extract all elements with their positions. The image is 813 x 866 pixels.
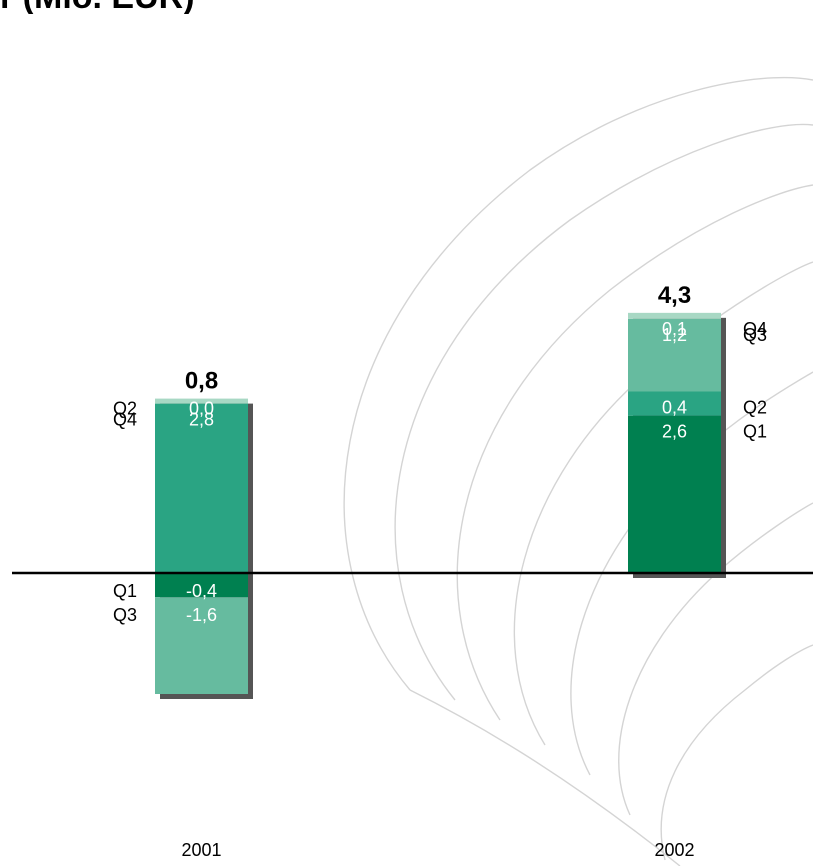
value-label-2002-Q4: 0,1	[662, 319, 687, 339]
category-label-2002: 2002	[654, 840, 694, 860]
total-label-2001: 0,8	[185, 368, 218, 395]
bar-segment-2002-Q3	[628, 318, 721, 392]
bar-segment-2002-Q1	[628, 415, 721, 573]
quarter-label-2001-Q2: Q2	[113, 399, 137, 419]
quarter-label-2002-Q1: Q1	[743, 422, 767, 442]
total-label-2002: 4,3	[658, 282, 691, 309]
value-label-2001-Q2: 0,0	[189, 399, 214, 419]
bar-segment-2001-Q2	[155, 398, 248, 404]
quarter-label-2002-Q4: Q4	[743, 319, 767, 339]
quarter-label-2001-Q1: Q1	[113, 581, 137, 601]
value-label-2001-Q1: -0,4	[186, 581, 217, 601]
quarter-label-2002-Q2: Q2	[743, 398, 767, 418]
bar-segment-2001-Q3	[155, 597, 248, 694]
bar-segment-2001-Q1	[155, 573, 248, 598]
value-label-2002-Q1: 2,6	[662, 422, 687, 442]
bar-segment-2002-Q4	[628, 312, 721, 319]
quarter-label-2001-Q4: Q4	[113, 410, 137, 430]
value-label-2002-Q2: 0,4	[662, 398, 687, 418]
bar-segment-2001-Q4	[155, 403, 248, 573]
chart-title: r (Mio. EUR)	[0, 0, 195, 14]
labels-layer: 2,8 Q4 0,0 Q2 -0,4 Q1 -1,6 Q3 0,8 2001 2,6 Q1 0,4 Q2 1…	[12, 282, 813, 860]
bars-layer	[155, 312, 726, 699]
watermark-logo	[343, 76, 813, 866]
value-label-2002-Q3: 1,2	[662, 325, 687, 345]
value-label-2001-Q4: 2,8	[189, 410, 214, 430]
quarter-label-2001-Q3: Q3	[113, 605, 137, 625]
bar-segment-2002-Q2	[628, 391, 721, 416]
chart-title-clip: r (Mio. EUR)	[0, 0, 813, 14]
quarter-label-2002-Q3: Q3	[743, 325, 767, 345]
category-label-2001: 2001	[181, 840, 221, 860]
value-label-2001-Q3: -1,6	[186, 605, 217, 625]
